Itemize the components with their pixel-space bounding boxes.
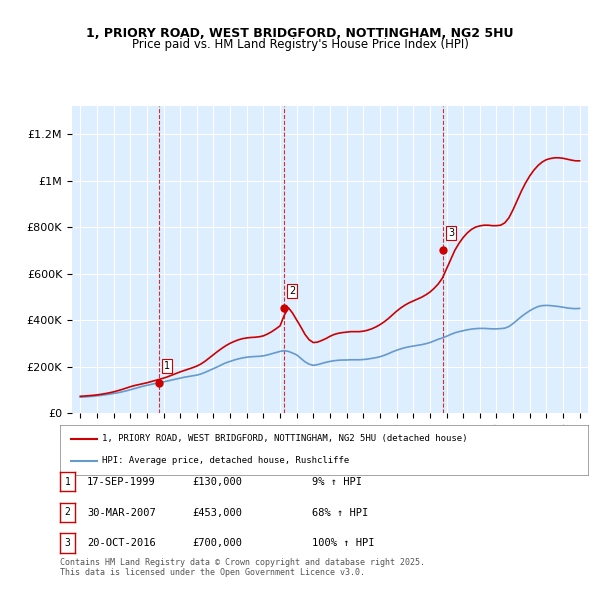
Text: 20-OCT-2016: 20-OCT-2016 bbox=[87, 539, 156, 548]
Text: 100% ↑ HPI: 100% ↑ HPI bbox=[312, 539, 374, 548]
Text: £130,000: £130,000 bbox=[192, 477, 242, 487]
Text: HPI: Average price, detached house, Rushcliffe: HPI: Average price, detached house, Rush… bbox=[102, 457, 349, 466]
Text: 3: 3 bbox=[448, 228, 454, 238]
Text: 2: 2 bbox=[65, 507, 70, 517]
Text: 3: 3 bbox=[65, 538, 70, 548]
Text: Contains HM Land Registry data © Crown copyright and database right 2025.
This d: Contains HM Land Registry data © Crown c… bbox=[60, 558, 425, 577]
Text: £453,000: £453,000 bbox=[192, 508, 242, 517]
Text: 2: 2 bbox=[289, 286, 295, 296]
Text: 1, PRIORY ROAD, WEST BRIDGFORD, NOTTINGHAM, NG2 5HU: 1, PRIORY ROAD, WEST BRIDGFORD, NOTTINGH… bbox=[86, 27, 514, 40]
Text: 1: 1 bbox=[65, 477, 70, 487]
Text: £700,000: £700,000 bbox=[192, 539, 242, 548]
Text: 30-MAR-2007: 30-MAR-2007 bbox=[87, 508, 156, 517]
Text: 1, PRIORY ROAD, WEST BRIDGFORD, NOTTINGHAM, NG2 5HU (detached house): 1, PRIORY ROAD, WEST BRIDGFORD, NOTTINGH… bbox=[102, 434, 468, 443]
Text: 17-SEP-1999: 17-SEP-1999 bbox=[87, 477, 156, 487]
Text: Price paid vs. HM Land Registry's House Price Index (HPI): Price paid vs. HM Land Registry's House … bbox=[131, 38, 469, 51]
Text: 1: 1 bbox=[164, 361, 170, 371]
Text: 9% ↑ HPI: 9% ↑ HPI bbox=[312, 477, 362, 487]
Text: 68% ↑ HPI: 68% ↑ HPI bbox=[312, 508, 368, 517]
